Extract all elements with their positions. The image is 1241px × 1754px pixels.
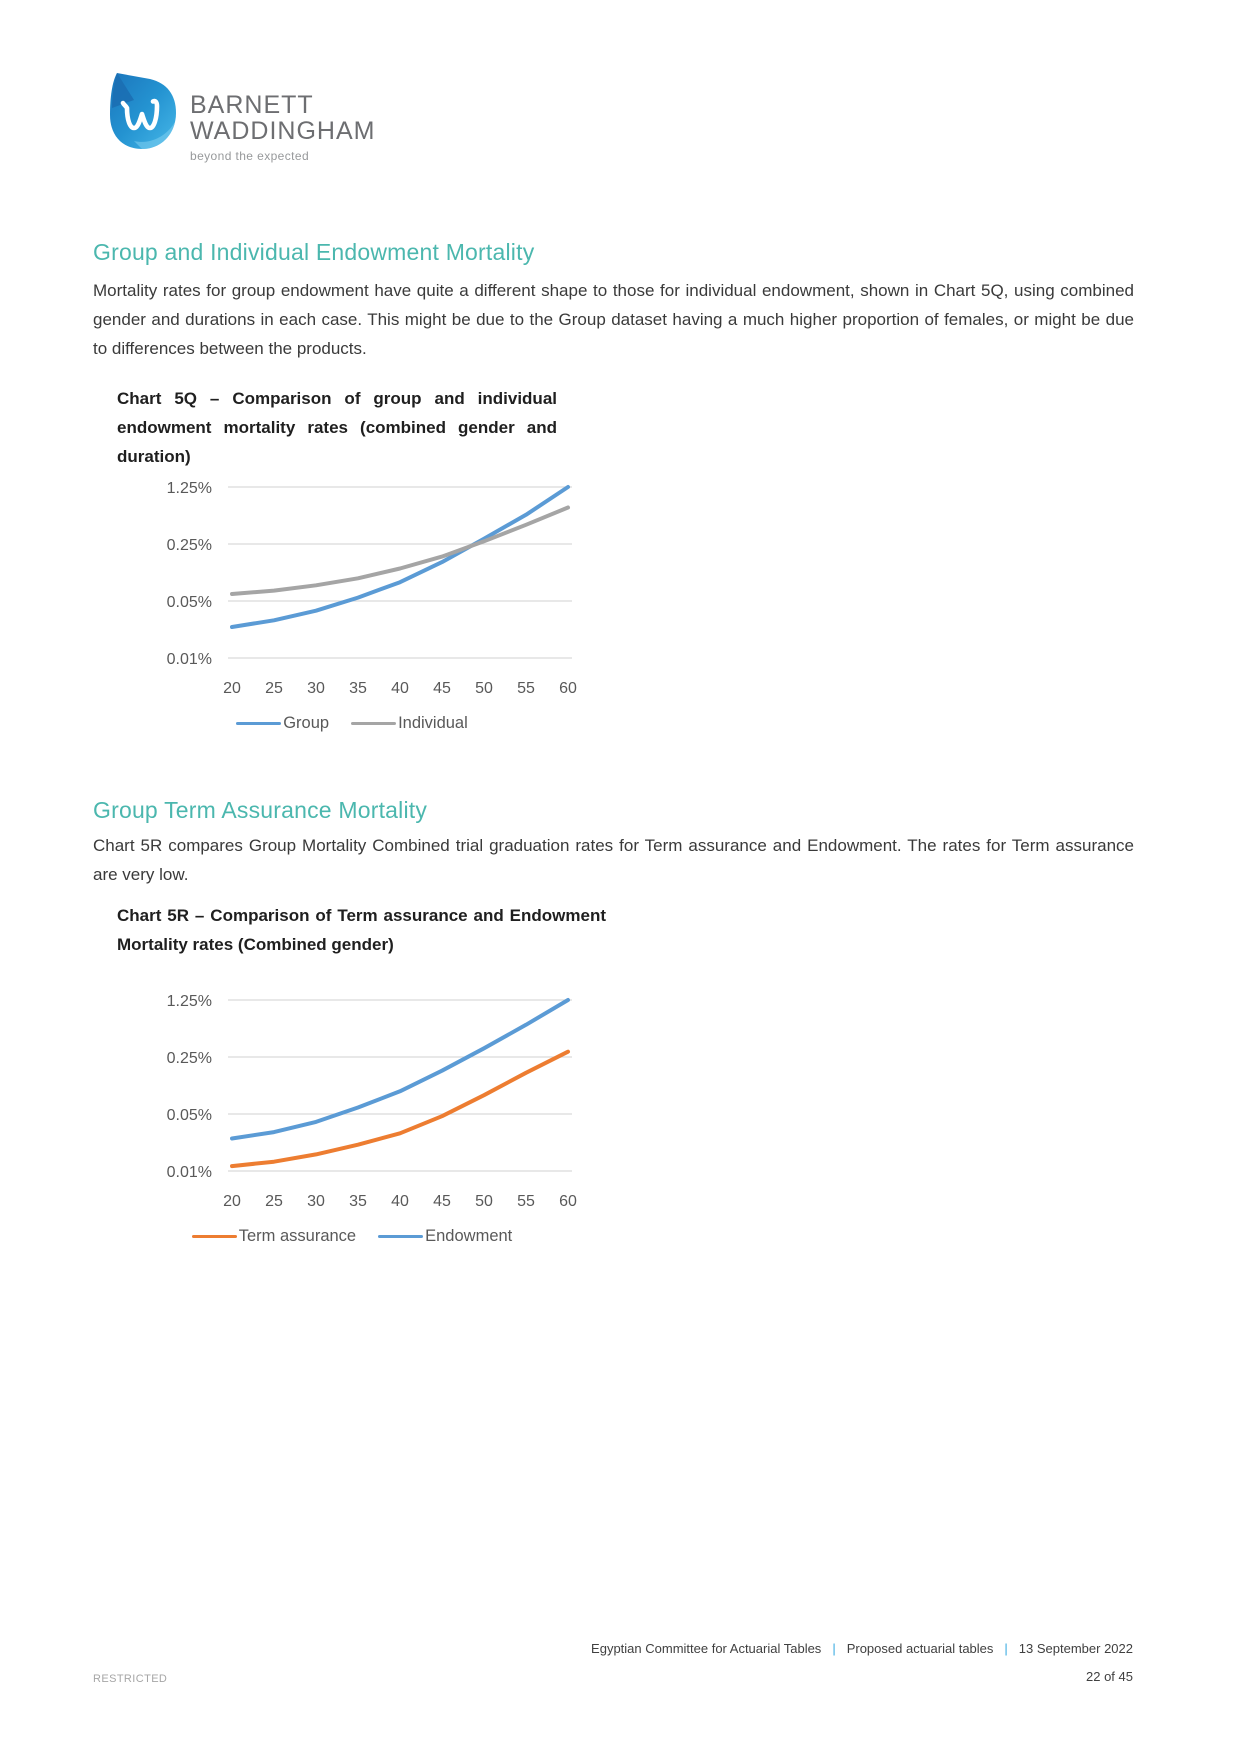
series-line-individual [230, 505, 570, 596]
x-axis-tick-label: 60 [559, 1193, 577, 1210]
legend-label: Term assurance [238, 1227, 357, 1245]
y-axis-tick-label: 0.05% [167, 594, 212, 611]
chart-5q-block: 1.25% 0.25% 0.05% 0.01% 20 25 30 35 40 45 50 55 60 G… [117, 462, 587, 733]
footer-separator: | [1004, 1641, 1008, 1656]
x-axis-tick-label: 50 [475, 1193, 493, 1210]
x-axis-tick-label: 45 [433, 1193, 451, 1210]
footer-item-date: 13 September 2022 [1018, 1641, 1133, 1656]
brand-name-line1: BARNETT [190, 91, 314, 119]
legend-label: Individual [398, 714, 468, 732]
section-heading-endowment-mortality: Group and Individual Endowment Mortality [93, 239, 535, 265]
y-axis-tick-label: 0.25% [167, 537, 212, 554]
legend-item-term-assurance: Term assurance [191, 1227, 357, 1246]
paragraph-endowment-mortality: Mortality rates for group endowment have… [93, 281, 1134, 358]
footer-meta: Egyptian Committee for Actuarial Tables |… [591, 1641, 1133, 1656]
x-axis-tick-label: 20 [223, 680, 241, 697]
legend-line-swatch [236, 721, 282, 726]
x-axis-tick-label: 35 [349, 680, 367, 697]
legend-line-swatch [191, 1234, 237, 1239]
chart-5q-line-chart: 1.25% 0.25% 0.05% 0.01% 20 25 30 35 40 45 50 55 60 [167, 480, 577, 697]
footer-item-document: Proposed actuarial tables [846, 1641, 994, 1656]
x-axis-tick-label: 20 [223, 1193, 241, 1210]
footer-separator: | [832, 1641, 836, 1656]
x-axis-tick-label: 25 [265, 680, 283, 697]
series-line-group [230, 485, 570, 629]
legend-label: Endowment [425, 1227, 513, 1245]
x-axis-tick-label: 55 [517, 1193, 535, 1210]
barnett-waddingham-logo-icon [110, 73, 176, 149]
restricted-label: RESTRICTED [93, 1673, 168, 1685]
legend-label: Group [283, 714, 330, 732]
brand-tagline: beyond the expected [190, 149, 310, 163]
chart-5r-line-chart: 1.25% 0.25% 0.05% 0.01% 20 25 30 35 40 45 50 55 60 [167, 993, 577, 1210]
x-axis-tick-label: 30 [307, 680, 325, 697]
x-axis-tick-label: 30 [307, 1193, 325, 1210]
chart-5q-title: Chart 5Q – Comparison of group and indiv… [117, 389, 557, 466]
x-axis-tick-label: 40 [391, 680, 409, 697]
y-axis-tick-label: 1.25% [167, 480, 212, 497]
x-axis-tick-label: 60 [559, 680, 577, 697]
series-line-endowment [230, 998, 570, 1141]
legend-item-individual: Individual [351, 714, 468, 733]
y-axis-tick-label: 0.05% [167, 1107, 212, 1124]
chart-5r-title: Chart 5R – Comparison of Term assurance … [117, 906, 606, 954]
section-heading-term-assurance-mortality: Group Term Assurance Mortality [93, 797, 428, 823]
y-axis-tick-label: 0.01% [167, 1164, 212, 1181]
legend-line-swatch [378, 1234, 424, 1239]
y-axis-tick-label: 1.25% [167, 993, 212, 1010]
x-axis-tick-label: 25 [265, 1193, 283, 1210]
series-line-term-assurance [230, 1049, 570, 1169]
chart-5r-legend: Term assurance Endowment [117, 1227, 587, 1246]
x-axis-tick-label: 45 [433, 680, 451, 697]
x-axis-tick-label: 55 [517, 680, 535, 697]
x-axis-tick-label: 50 [475, 680, 493, 697]
x-axis-tick-label: 35 [349, 1193, 367, 1210]
brand-name-block: BARNETT WADDINGHAM beyond the expected [190, 70, 375, 163]
legend-item-endowment: Endowment [378, 1227, 512, 1246]
y-axis-tick-label: 0.25% [167, 1050, 212, 1067]
company-logo: BARNETT WADDINGHAM beyond the expected [104, 70, 375, 163]
footer-item-committee: Egyptian Committee for Actuarial Tables [591, 1641, 822, 1656]
page-number: 22 of 45 [1086, 1669, 1133, 1684]
paragraph-term-assurance-mortality: Chart 5R compares Group Mortality Combin… [93, 836, 1134, 884]
x-axis-tick-label: 40 [391, 1193, 409, 1210]
chart-5q-legend: Group Individual [117, 714, 587, 733]
y-axis-tick-label: 0.01% [167, 651, 212, 668]
legend-line-swatch [351, 721, 397, 726]
legend-item-group: Group [236, 714, 329, 733]
chart-5r-block: 1.25% 0.25% 0.05% 0.01% 20 25 30 35 40 45 50 55 60 T… [117, 975, 587, 1246]
brand-name-line2: WADDINGHAM [190, 117, 376, 145]
